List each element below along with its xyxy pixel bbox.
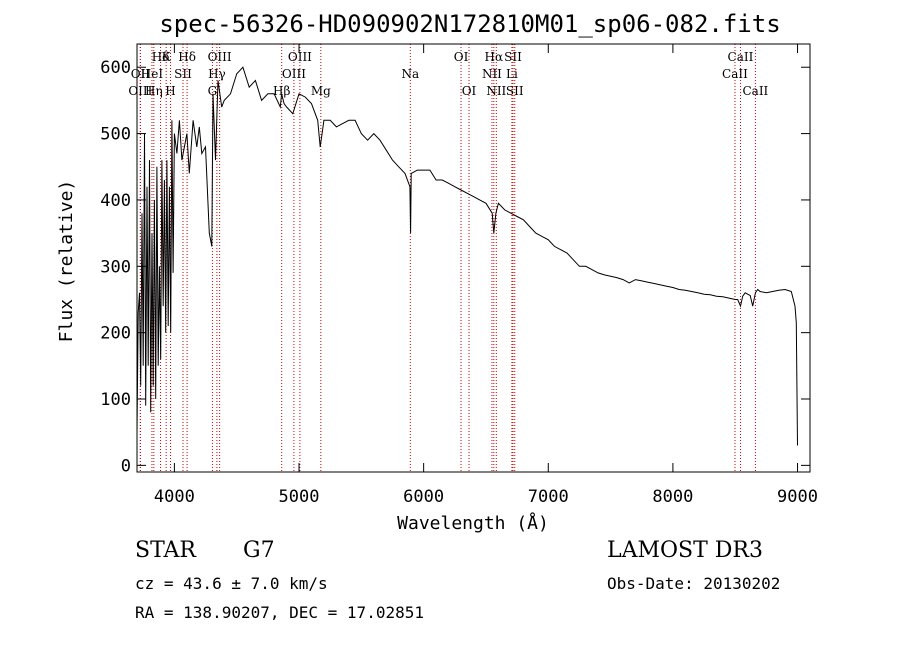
- line-label-11: G: [208, 84, 218, 98]
- line-label-3: HeI: [141, 67, 164, 81]
- y-axis-ticks: 0 100 200 300 400 500 600: [100, 58, 810, 476]
- line-label-24: SII: [506, 84, 524, 98]
- line-label-23: Li: [506, 67, 518, 81]
- coordinates-readout: RA = 138.90207, DEC = 17.02851: [135, 603, 424, 622]
- line-label-1: OII: [131, 67, 151, 81]
- y-tick-label-2: 200: [100, 324, 131, 344]
- line-label-27: CaII: [742, 84, 768, 98]
- x-axis-ticks: 4000 5000 6000 7000 8000 9000: [154, 44, 818, 507]
- line-label-8: Hδ: [178, 50, 196, 64]
- chart-title: spec-56326-HD090902N172810M01_sp06-082.f…: [159, 10, 780, 38]
- line-label-4: Hη: [145, 84, 163, 98]
- line-label-14: Hβ: [273, 84, 290, 98]
- line-label-18: OI: [462, 84, 477, 98]
- y-tick-label-1: 100: [100, 390, 131, 410]
- y-tick-label-0: 0: [121, 456, 131, 476]
- line-label-17: OI: [454, 50, 469, 64]
- spectrum-line: [136, 66, 798, 446]
- x-tick-label-3: 7000: [528, 487, 569, 507]
- line-label-22: SII: [504, 50, 522, 64]
- x-tick-label-4: 8000: [652, 487, 693, 507]
- line-label-25: CaII: [728, 50, 754, 64]
- line-label-12: OIII: [288, 50, 312, 64]
- x-tick-label-2: 6000: [403, 487, 444, 507]
- line-label-19: Hα: [485, 50, 504, 64]
- redshift-readout: cz = 43.6 ± 7.0 km/s: [135, 574, 328, 593]
- obs-date: Obs-Date: 20130202: [607, 574, 780, 593]
- line-label-9: OIII: [208, 50, 232, 64]
- y-tick-label-5: 500: [100, 125, 131, 145]
- line-label-10: Hγ: [208, 67, 226, 81]
- x-tick-label-5: 9000: [777, 487, 818, 507]
- line-label-21: NII: [486, 84, 506, 98]
- line-label-15: Mg: [311, 84, 331, 98]
- object-class: STAR: [135, 538, 197, 563]
- y-axis-label: Flux (relative): [56, 180, 77, 343]
- line-label-26: CaII: [722, 67, 748, 81]
- survey-name: LAMOST DR3: [607, 538, 763, 563]
- line-label-6: SII: [174, 67, 192, 81]
- y-tick-label-3: 300: [100, 257, 131, 277]
- x-tick-label-0: 4000: [154, 487, 195, 507]
- line-label-13: OIII: [282, 67, 306, 81]
- line-label-0: Hδ: [152, 50, 170, 64]
- line-label-7: H: [165, 84, 175, 98]
- x-tick-label-1: 5000: [279, 487, 320, 507]
- line-label-5: K: [162, 50, 172, 64]
- line-label-16: Na: [401, 67, 419, 81]
- spectral-subclass: G7: [243, 538, 275, 563]
- line-label-20: NII: [482, 67, 502, 81]
- plot-frame: [136, 43, 811, 473]
- y-tick-label-6: 600: [100, 58, 131, 78]
- y-tick-label-4: 400: [100, 191, 131, 211]
- line-label-2: OIII: [128, 84, 152, 98]
- x-axis-label: Wavelength (Å): [397, 512, 549, 534]
- spectral-line-markers: [139, 44, 756, 472]
